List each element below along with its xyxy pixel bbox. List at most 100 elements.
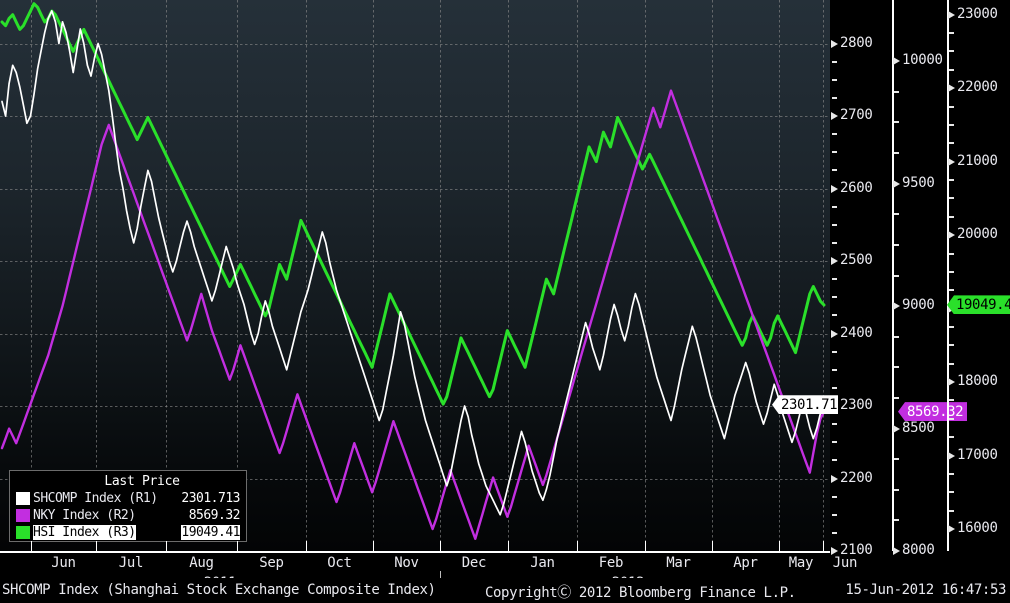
axis-tick-label: 17000 [957,446,998,463]
x-axis-tick [166,541,167,551]
x-axis-tick [237,541,238,551]
axis-tick-label: 22000 [957,79,998,96]
legend-row-nky[interactable]: NKY Index (R2) 8569.32 [16,507,241,524]
tick-arrow-icon [893,302,900,311]
x-axis-tick [645,541,646,551]
tick-arrow-icon [893,57,900,66]
tick-arrow-icon [893,179,900,188]
axis-tick-label: 2100 [840,542,873,558]
gridline-vertical [373,0,374,551]
x-axis-tick [96,541,97,551]
x-axis-label-apr-10: Apr [733,555,758,571]
x-axis-tick [779,541,780,551]
tick-arrow-icon [948,231,955,240]
gridline-vertical [31,0,32,551]
x-axis-label-jan-7: Jan [530,555,555,571]
x-axis-label-jul-1: Jul [118,555,144,571]
axis-tick-label: 8000 [902,542,935,558]
x-axis-tick [440,541,441,551]
legend-row-shcomp[interactable]: SHCOMP Index (R1) 2301.713 [16,490,240,507]
legend-value-shcomp: 2301.713 [181,491,240,506]
axis-tick-label: 21000 [957,152,998,169]
x-axis-tick [31,541,32,551]
tick-arrow-icon [948,157,955,166]
legend-value-hsi: 19049.41 [181,525,240,540]
tick-arrow-icon [948,84,955,93]
x-axis-tick [508,541,509,551]
right-axis-r2-nky[interactable]: 10000 9500 9000 8500 8000 8569.32 [892,0,968,558]
price-flag-hsi[interactable]: 19049.41 [947,295,1010,315]
price-flag-nky[interactable]: 8569.32 [898,402,968,422]
tick-arrow-icon [831,184,838,193]
tick-arrow-icon [948,10,955,19]
gridline-vertical [779,0,780,551]
axis-tick-label: 2400 [840,324,873,341]
gridline-vertical [96,0,97,551]
right-axis-r3-hsi[interactable]: 2300022000210002000019000180001700016000… [947,0,1010,551]
tick-arrow-icon [893,424,900,433]
gridline-vertical [166,0,167,551]
gridline-vertical [306,0,307,551]
x-axis-tick [577,541,578,551]
axis-tick-label: 2600 [840,179,873,196]
price-flag-shcomp[interactable]: 2301.713 [772,395,838,415]
legend-label-nky: NKY Index (R2) [33,508,136,523]
x-axis-tick [306,541,307,551]
axis-rule-r1 [830,0,832,551]
tick-arrow-icon [831,257,838,265]
legend-value-nky: 8569.32 [188,508,241,523]
x-axis-label-aug-2: Aug [189,555,214,571]
footer-security-name: SHCOMP Index (Shanghai Stock Exchange Co… [2,582,436,598]
axis-tick-label: 23000 [957,5,998,22]
legend-swatch-hsi [16,526,30,539]
axis-tick-label: 20000 [957,226,998,243]
footer-timestamp: 15-Jun-2012 16:47:53 [845,582,1006,598]
gridline-vertical [823,0,824,551]
footer-copyright: CopyrightⒸ 2012 Bloomberg Finance L.P. [485,585,796,601]
x-axis-label-oct-4: Oct [327,555,352,571]
gridline-vertical [577,0,578,551]
x-axis-label-dec-6: Dec [461,555,487,571]
tick-arrow-icon [831,39,838,48]
tick-arrow-icon [831,112,838,120]
tick-arrow-icon [948,451,955,460]
legend-label-hsi: HSI Index (R3) [33,525,136,540]
x-axis-tick [373,541,374,551]
gridline-horizontal [0,116,830,117]
x-axis-label-nov-5: Nov [394,555,419,571]
gridline-vertical [712,0,713,551]
axis-tick-label: 10000 [902,52,943,69]
legend-swatch-shcomp [16,492,30,505]
tick-arrow-icon [948,525,955,533]
chart-legend[interactable]: Last Price SHCOMP Index (R1) 2301.713 NK… [9,470,247,542]
series-line-hsi [0,2,826,406]
x-axis-tick [823,541,824,551]
x-axis-rule [0,551,830,553]
series-lines [0,2,826,540]
right-axis-r1-shcomp[interactable]: 2800 2700 2600 2500 2400 2300 2200 2100 2301.713 [772,0,892,558]
vertical-gridlines [31,0,824,551]
x-axis-label-feb-8: Feb [598,555,624,571]
x-axis-label-sep-3: Sep [259,555,284,571]
axis-tick-label: 2200 [840,469,873,486]
gridline-horizontal [0,261,830,262]
legend-label-shcomp: SHCOMP Index (R1) [33,491,158,506]
x-axis-label-jun-0: Jun [51,555,76,571]
gridline-vertical [237,0,238,551]
series-line-nky [0,89,826,540]
axis-tick-label: 9000 [902,297,935,314]
tick-arrow-icon [831,474,838,483]
gridline-horizontal [0,189,830,190]
chart-plot-area[interactable]: Last Price SHCOMP Index (R1) 2301.713 NK… [0,0,830,551]
series-line-shcomp [1,10,825,516]
gridline-horizontal [0,406,830,407]
legend-title: Last Price [104,474,180,489]
tick-arrow-icon [831,547,838,555]
gridline-vertical [440,0,441,551]
legend-row-hsi[interactable]: HSI Index (R3) 19049.41 [16,524,240,541]
axis-rule-r3 [947,0,949,551]
footer-bar: SHCOMP Index (Shanghai Stock Exchange Co… [0,578,1010,603]
axis-rule-r2 [892,0,894,551]
x-axis-tick [712,541,713,551]
